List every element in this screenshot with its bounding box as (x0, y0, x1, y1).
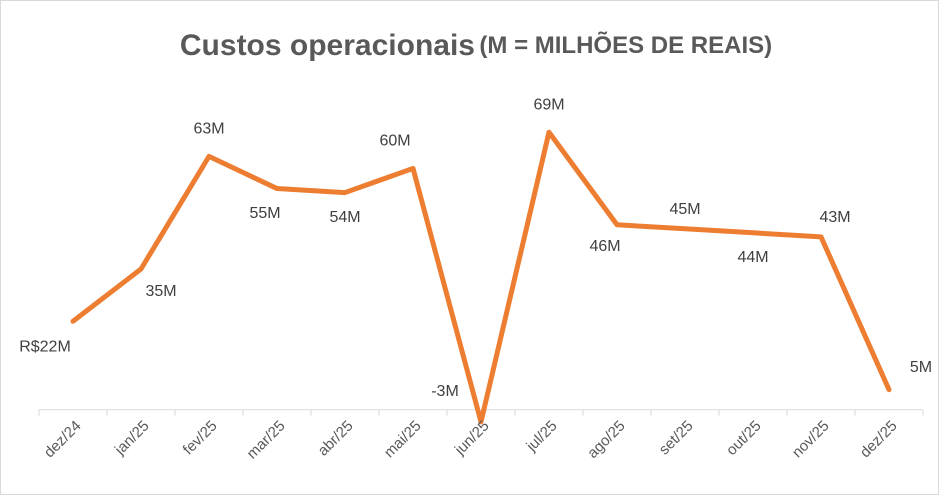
data-label: 69M (533, 96, 564, 113)
data-label: 43M (819, 209, 850, 226)
data-label: 60M (379, 133, 410, 150)
chart-title: Custos operacionais (M = MILHÕES DE REAI… (180, 29, 772, 62)
data-label: 63M (193, 121, 224, 138)
data-label: 55M (249, 205, 280, 222)
data-label: 54M (329, 209, 360, 226)
data-label: 35M (145, 283, 176, 300)
line-series (70, 129, 892, 425)
subtitle: (M = MILHÕES DE REAIS) (479, 31, 772, 59)
data-label: R$22M (19, 339, 71, 356)
data-label: 45M (669, 201, 700, 218)
data-label: 5M (910, 359, 932, 376)
data-label: 46M (589, 238, 620, 255)
data-label: 44M (737, 249, 768, 266)
title: Custos operacionais (180, 29, 475, 62)
data-label: -3M (431, 383, 459, 400)
